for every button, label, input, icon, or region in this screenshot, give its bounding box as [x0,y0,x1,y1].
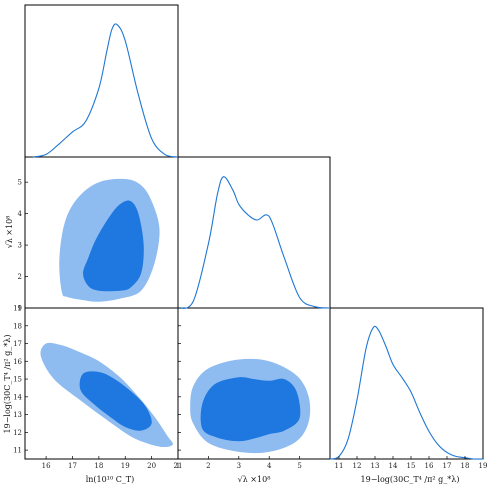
row3-y-ticklabel-16: 16 [13,358,22,366]
col2-x-ticklabel-1: 1 [176,462,180,470]
row3-y-ticklabel-18: 18 [13,322,22,330]
col2-x-ticklabel-4: 4 [267,462,272,470]
x-axis-label-col1: ln(10¹⁰ C_T) [86,475,135,484]
col1-x-ticklabel-20: 20 [147,462,156,470]
row2-y-ticklabel-2: 2 [18,273,22,281]
x-axis-label-col3: 19−log(30C_T⁴ /π² g_*λ) [361,475,460,484]
col1-x-ticklabel-17: 17 [68,462,77,470]
row2-y-ticklabel-5: 5 [18,179,22,187]
chart-marks [32,23,484,460]
col1-x-ticklabel-18: 18 [94,462,103,470]
x-axis-label-col2: √λ ×10⁸ [238,475,271,484]
col3-x-ticklabel-17: 17 [443,462,452,470]
row3-y-ticklabel-13: 13 [13,411,22,419]
col3-x-ticklabel-13: 13 [371,462,380,470]
col1-x-ticklabel-16: 16 [42,462,51,470]
col3-x-ticklabel-11: 11 [335,462,344,470]
contour-inner-contour-x1-x2 [83,200,144,292]
col1-x-ticklabel-21: 21 [174,462,183,470]
col2-x-ticklabel-5: 5 [297,462,301,470]
col3-x-ticklabel-19: 19 [479,462,488,470]
col3-x-ticklabel-15: 15 [407,462,416,470]
density-curve-marginal-3 [329,325,484,460]
row3-y-ticklabel-17: 17 [13,340,22,348]
density-curve-marginal-2 [177,176,331,309]
row3-y-ticklabel-15: 15 [13,376,22,384]
panel-marginal-3 [329,307,484,460]
col2-x-ticklabel-2: 2 [206,462,210,470]
row3-y-ticklabel-12: 12 [13,429,22,437]
col3-x-ticklabel-12: 12 [353,462,362,470]
col1-x-ticklabel-19: 19 [121,462,130,470]
panel-marginal-1 [24,4,179,158]
density-curve-marginal-1 [32,23,179,158]
row2-y-ticklabel-4: 4 [18,210,23,218]
col3-x-ticklabel-18: 18 [461,462,470,470]
panel-frames [24,4,484,460]
col3-x-ticklabel-16: 16 [425,462,434,470]
col3-x-ticklabel-14: 14 [389,462,398,470]
contour-inner-contour-x2-x3 [200,377,301,442]
col2-x-ticklabel-3: 3 [237,462,241,470]
row2-y-ticklabel-3: 3 [18,242,22,250]
row2-y-ticklabel-1: 1 [18,305,22,313]
row3-y-ticklabel-11: 11 [13,447,22,455]
y-axis-label-row2: √λ ×10⁸ [5,216,14,249]
contour-inner-contour-x1-x3 [79,371,152,431]
row3-y-ticklabel-14: 14 [13,393,22,401]
row3-y-ticklabel-19: 19 [13,305,22,313]
panel-marginal-2 [177,156,331,309]
y-axis-label-row3: 19−log(30C_T⁴ /π² g_*λ) [3,335,12,434]
